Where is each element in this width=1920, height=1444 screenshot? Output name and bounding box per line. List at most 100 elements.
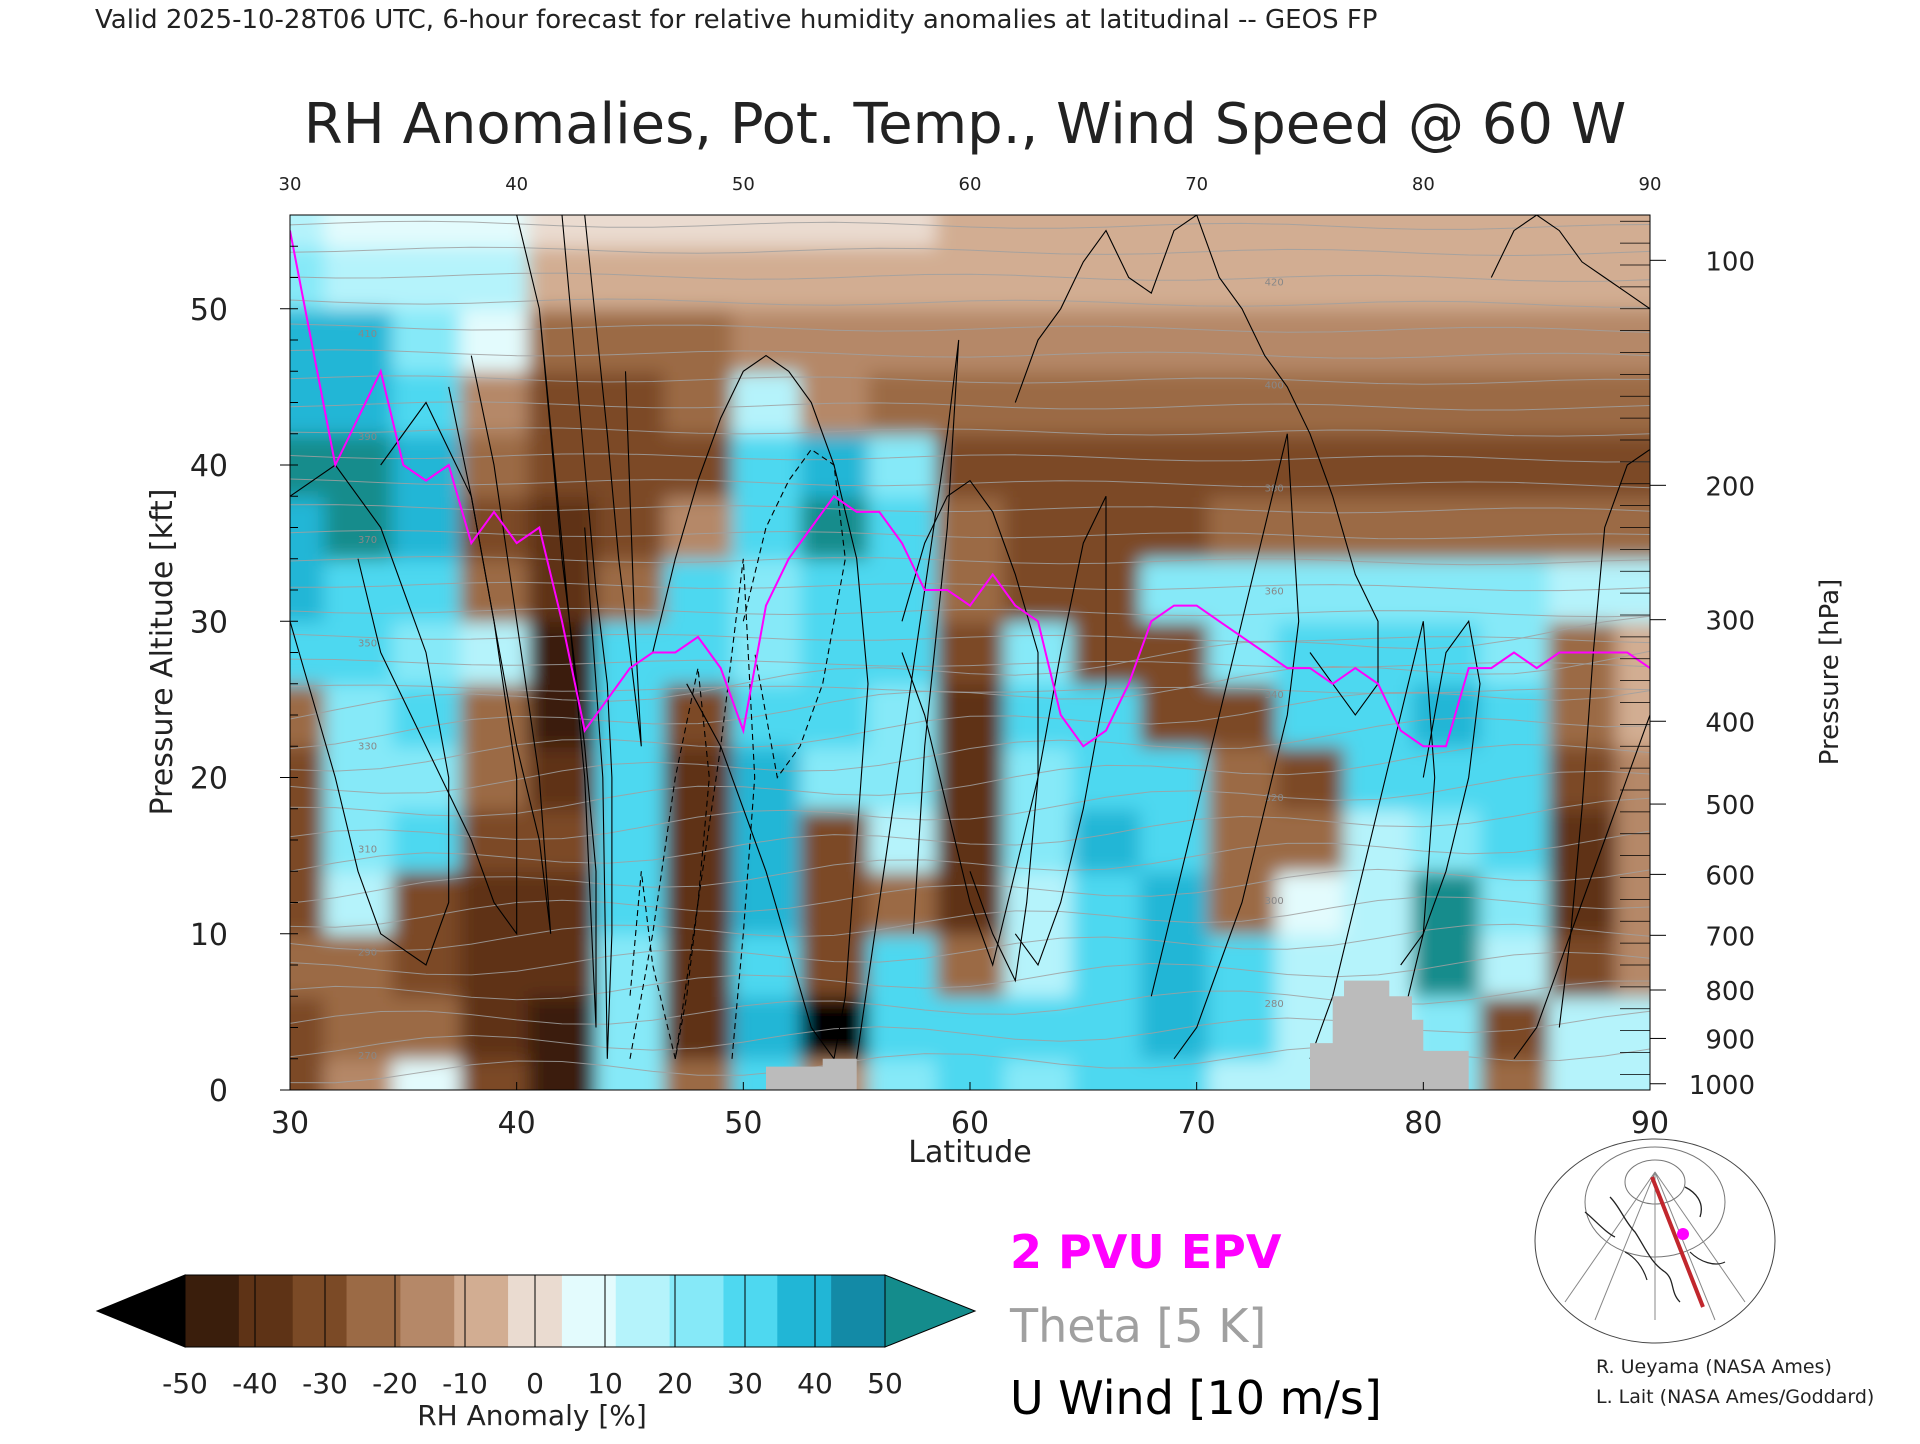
field-cell [1344, 496, 1413, 560]
field-cell [664, 683, 733, 748]
field-cell [1344, 371, 1413, 435]
field-cell [392, 215, 461, 248]
y-tick-label: 0 [209, 1074, 228, 1109]
colorbar-bin [346, 1275, 401, 1347]
field-cell [1616, 683, 1650, 748]
field-cell [1004, 996, 1073, 1060]
field-cell [324, 215, 393, 248]
pressure-tick-label: 900 [1705, 1025, 1755, 1055]
axes: 3030404050506060707080809090010203040501… [190, 174, 1755, 1141]
x-tick-label: 30 [271, 1106, 309, 1141]
field-cell [596, 683, 665, 748]
field-cell [1072, 1058, 1141, 1090]
field-cell [1616, 215, 1650, 248]
colorbar-bin [777, 1275, 832, 1347]
field-cell [868, 308, 937, 373]
colorbar-bin [238, 1275, 294, 1347]
field-cell [936, 215, 1005, 248]
field-cell [1480, 496, 1549, 560]
field-cell [868, 746, 937, 810]
field-cell [1072, 746, 1141, 810]
field-cell [596, 558, 665, 623]
field-cell [1140, 1058, 1209, 1090]
plot-area: 2702802903003103203303403503603703803904… [289, 214, 1651, 1091]
field-cell [460, 746, 529, 810]
field-cell [324, 808, 393, 873]
field-cell [460, 683, 529, 748]
field-cell [1004, 433, 1073, 498]
field-cell [1616, 871, 1650, 935]
y-axis-right-label: Pressure [hPa] [1815, 579, 1845, 766]
field-cell [1140, 746, 1209, 810]
field-cell [1412, 808, 1481, 873]
theta-label: 410 [358, 329, 377, 340]
y-tick-label: 30 [190, 605, 228, 640]
field-cell [1140, 871, 1209, 935]
theta-line [290, 980, 1650, 1025]
theta-line [290, 529, 1650, 540]
colorbar-bin [561, 1275, 617, 1347]
field-cell [732, 433, 801, 498]
field-cell [324, 996, 393, 1060]
field-cell [460, 1058, 529, 1090]
x-top-tick-label: 40 [505, 174, 528, 195]
terrain-mask [743, 980, 1469, 1090]
u-wind-contour [357, 401, 518, 936]
theta-line [290, 427, 1650, 437]
theta-line [290, 375, 1650, 385]
field-cell [732, 808, 801, 873]
pressure-tick-label: 300 [1705, 607, 1755, 637]
theta-line [290, 633, 1650, 644]
credit-line-2: L. Lait (NASA Ames/Goddard) [1596, 1386, 1874, 1408]
field-cell [460, 558, 529, 623]
field-cell [324, 371, 393, 435]
field-cell [936, 683, 1005, 748]
colorbar-tick-label: -40 [232, 1367, 278, 1400]
theta-label: 340 [1265, 690, 1284, 701]
theta-line [290, 401, 1650, 411]
field-cell [1480, 808, 1549, 873]
field-cell [596, 871, 665, 935]
theta-label: 400 [1265, 380, 1284, 391]
field-cell [1276, 433, 1345, 498]
field-cell [800, 215, 869, 248]
field-cell [936, 746, 1005, 810]
u-wind-contour [1490, 215, 1650, 310]
field-cell [1276, 871, 1345, 935]
field-cell [1616, 371, 1650, 435]
colorbar: -50 -40 -30 -20 -10 0 10 20 30 40 50 [95, 1274, 977, 1400]
u-wind-contour [290, 464, 450, 966]
field-cell [936, 808, 1005, 873]
field-cell [1208, 215, 1277, 248]
x-tick-label: 50 [724, 1106, 762, 1141]
field-cell [868, 215, 937, 248]
field-cell [460, 308, 529, 373]
legend: 2 PVU EPV Theta [5 K] U Wind [10 m/s] [1009, 1225, 1382, 1425]
field-cell [1140, 371, 1209, 435]
cross-section-line [1650, 1176, 1705, 1308]
theta-label: 390 [358, 432, 377, 443]
field-cell [800, 808, 869, 873]
pressure-tick-label: 700 [1705, 922, 1755, 952]
colorbar-bin [723, 1275, 778, 1347]
theta-label: 280 [1265, 999, 1284, 1010]
field-cell [1412, 496, 1481, 560]
u-wind-contour [584, 215, 642, 747]
field-cell [1548, 933, 1617, 998]
field-cell [392, 933, 461, 998]
colorbar-tick-label: -20 [372, 1367, 418, 1400]
colorbar-tick-label: 0 [526, 1367, 544, 1400]
u-wind-contour [561, 215, 613, 1059]
field-cell [596, 215, 665, 248]
x-tick-label: 60 [951, 1106, 989, 1141]
theta-line [290, 298, 1650, 308]
field-cell [596, 933, 665, 998]
y-tick-label: 50 [190, 293, 228, 328]
legend-epv: 2 PVU EPV [1010, 1225, 1282, 1279]
field-cell [664, 933, 733, 998]
field-cell [528, 308, 597, 373]
field-cell [460, 246, 529, 310]
valid-line: Valid 2025-10-28T06 UTC, 6-hour forecast… [95, 5, 1377, 35]
field-cell [868, 871, 937, 935]
